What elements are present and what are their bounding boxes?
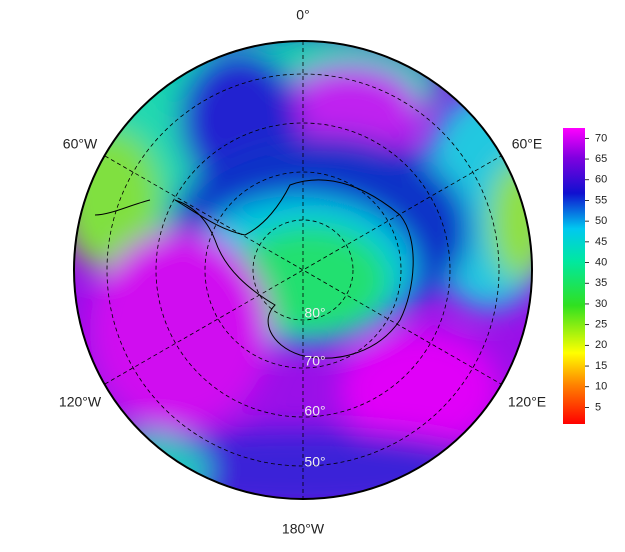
lat-label: 60° [304, 403, 325, 419]
lon-label: 120°E [508, 394, 546, 410]
lat-label: 70° [304, 353, 325, 369]
lon-label: 0° [296, 7, 309, 23]
lon-label: 60°E [512, 136, 543, 152]
colorbar-tick-label: 70 [595, 132, 607, 144]
lon-label: 180°W [282, 521, 325, 537]
colorbar-scale [563, 128, 585, 424]
colorbar-tick-label: 10 [595, 381, 607, 393]
lat-label: 80° [304, 305, 325, 321]
colorbar-tick-label: 20 [595, 339, 607, 351]
graticule [104, 41, 502, 499]
colorbar-tick-label: 60 [595, 174, 607, 186]
colorbar-tick-label: 65 [595, 153, 607, 165]
colorbar-tick-label: 35 [595, 277, 607, 289]
colorbar-tick-label: 5 [595, 401, 601, 413]
colorbar-tick-label: 25 [595, 319, 607, 331]
colorbar-tick-label: 45 [595, 236, 607, 248]
colorbar-tick-label: 55 [595, 194, 607, 206]
lon-label: 60°W [63, 136, 98, 152]
lat-label: 50° [304, 454, 325, 470]
colorbar-tick-label: 40 [595, 256, 607, 268]
colorbar-tick-label: 30 [595, 298, 607, 310]
map-border [73, 40, 533, 500]
colorbar-tick-label: 50 [595, 215, 607, 227]
lon-label: 120°W [59, 394, 102, 410]
colorbar-tick-label: 15 [595, 360, 607, 372]
field [74, 41, 532, 499]
colorbar: 5 10 15 20 25 30 35 40 45 50 55 60 65 70 [563, 128, 607, 424]
